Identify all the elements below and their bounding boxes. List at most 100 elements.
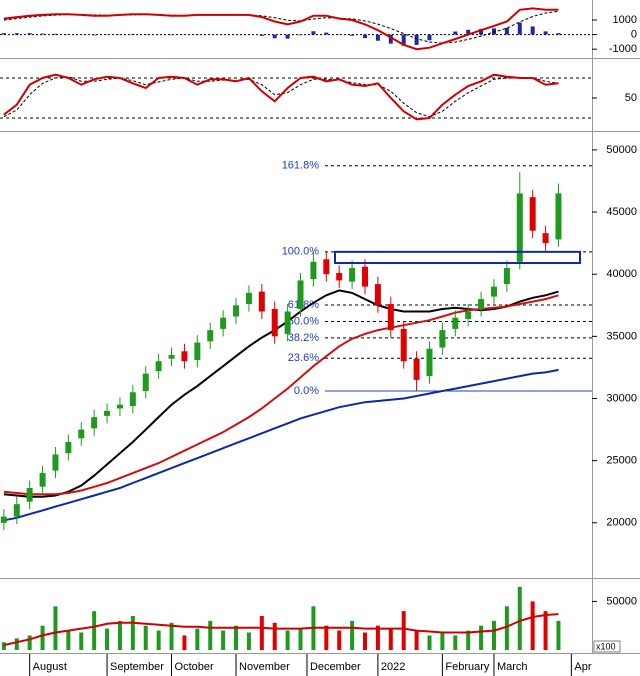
candle-body — [91, 417, 98, 429]
y-tick-label: -1000 — [609, 43, 637, 55]
volume-bar — [259, 616, 264, 650]
x-tick-label: February — [445, 661, 490, 673]
fib-label: 100.0% — [282, 246, 320, 258]
candle-body — [323, 259, 330, 275]
candle-body — [26, 487, 33, 502]
x-tick-label: March — [497, 661, 528, 673]
candle-body — [39, 473, 46, 487]
volume-bar — [53, 606, 58, 650]
volume-bar — [182, 635, 187, 650]
histogram-bar — [466, 29, 471, 35]
candle-body — [555, 193, 562, 240]
macd-line — [3, 7, 559, 51]
candle-body — [490, 286, 497, 297]
candle-body — [116, 404, 123, 409]
candle-body — [168, 355, 175, 359]
histogram-bar — [427, 34, 432, 41]
fib-label: 23.6% — [288, 352, 319, 364]
candle-body — [65, 442, 72, 454]
x-tick-label: August — [33, 661, 67, 673]
units-box — [593, 640, 621, 653]
candle-body — [516, 193, 523, 262]
histogram-bar — [1, 33, 6, 35]
volume-bar — [117, 620, 122, 650]
fib-label: 0.0% — [294, 385, 319, 397]
y-tick-label: 30000 — [606, 392, 637, 404]
volume-bar — [466, 630, 471, 650]
volume-bar — [324, 625, 329, 650]
volume-bar — [504, 606, 509, 650]
histogram-bar — [479, 28, 484, 35]
histogram-bar — [53, 33, 58, 35]
candle-body — [258, 291, 265, 312]
candle-body — [245, 292, 252, 305]
volume-bar — [208, 620, 213, 650]
candle-body — [426, 348, 433, 377]
candle-body — [452, 317, 459, 329]
candle-body — [207, 330, 214, 342]
histogram-bar — [350, 34, 355, 36]
y-tick-label: 20000 — [606, 517, 637, 529]
volume-bar — [1, 642, 6, 650]
y-tick-label: 50 — [625, 92, 637, 104]
volume-bar — [14, 638, 19, 650]
candle-body — [194, 342, 201, 360]
volume-bar — [92, 611, 97, 650]
moving-average — [3, 294, 559, 496]
candle-body — [374, 284, 381, 306]
volume-bar — [79, 632, 84, 650]
candle-body — [13, 504, 20, 517]
volume-bar — [543, 611, 548, 650]
histogram-bar — [401, 34, 406, 46]
volume-bar — [234, 625, 239, 650]
y-tick-label: 0 — [631, 29, 637, 41]
volume-bar — [105, 628, 110, 650]
candle-body — [142, 373, 149, 392]
volume-bar — [272, 622, 277, 650]
volume-bar — [401, 611, 406, 650]
candle-body — [78, 429, 85, 439]
volume-bar — [440, 632, 445, 650]
x-tick-label: September — [110, 661, 164, 673]
candle-body — [529, 197, 536, 231]
units-label: x100 — [596, 641, 616, 651]
x-tick-label: December — [310, 661, 361, 673]
k-line — [3, 73, 559, 121]
histogram-bar — [453, 31, 458, 35]
y-tick-label: 1000 — [613, 14, 637, 26]
candle-body — [129, 392, 136, 406]
x-tick-label: 2022 — [381, 661, 405, 673]
moving-average — [3, 368, 559, 522]
volume-bar — [130, 616, 135, 650]
candle-body — [387, 304, 394, 331]
candle-body — [465, 311, 472, 319]
volume-average — [3, 613, 559, 647]
volume-bar — [246, 632, 251, 650]
volume-bar — [195, 628, 200, 650]
histogram-bar — [517, 22, 522, 35]
candle-body — [413, 358, 420, 380]
candle-body — [542, 233, 549, 244]
histogram-bar — [530, 26, 535, 35]
histogram-bar — [285, 34, 290, 39]
x-tick-label: November — [239, 661, 290, 673]
histogram-bar — [259, 34, 264, 36]
histogram-bar — [298, 34, 303, 36]
candle-body — [400, 328, 407, 362]
x-tick-label: Apr — [574, 661, 591, 673]
y-tick-label: 50000 — [606, 144, 637, 156]
volume-bar — [453, 635, 458, 650]
candle-body — [220, 317, 227, 329]
volume-bar — [556, 620, 561, 650]
moving-average — [3, 289, 559, 498]
histogram-bar — [130, 33, 135, 35]
volume-bar — [143, 625, 148, 650]
volume-bar — [427, 635, 432, 650]
histogram-bar — [40, 33, 45, 35]
volume-bar — [285, 630, 290, 650]
fib-label: 38.2% — [288, 332, 319, 344]
volume-bar — [298, 628, 303, 650]
histogram-bar — [543, 31, 548, 35]
